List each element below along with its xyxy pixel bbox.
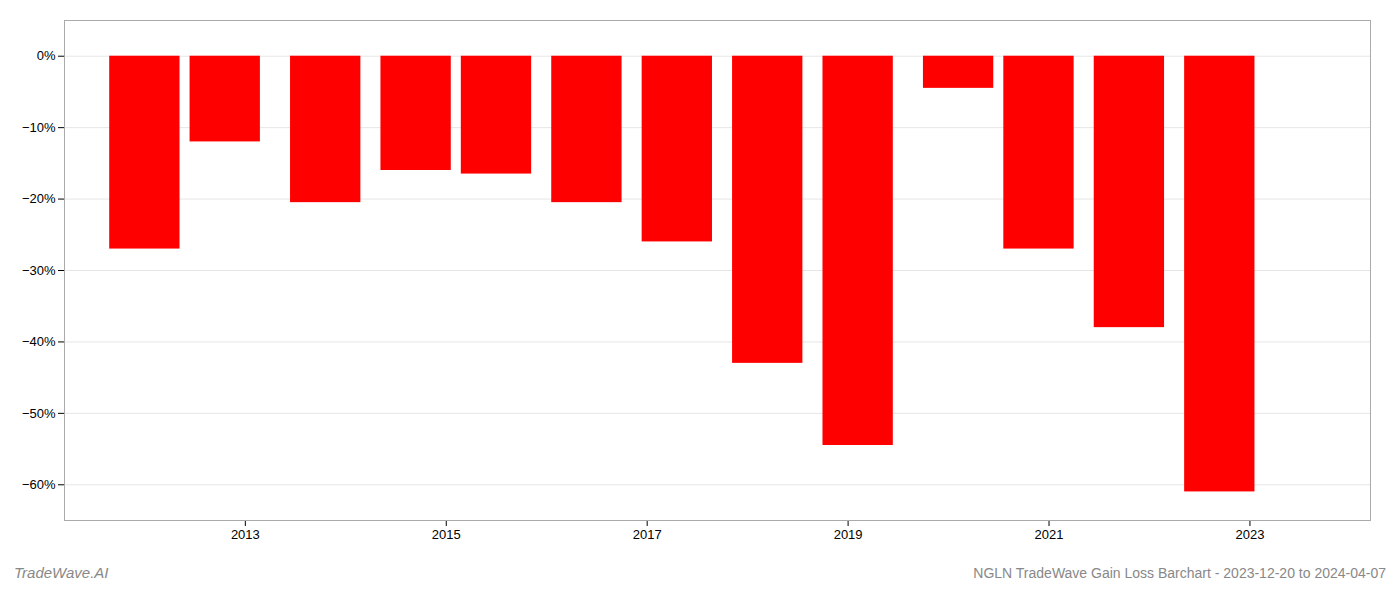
svg-text:−60%: −60% xyxy=(22,477,56,492)
svg-text:0%: 0% xyxy=(37,48,56,63)
svg-text:2023: 2023 xyxy=(1235,527,1264,542)
svg-text:2021: 2021 xyxy=(1035,527,1064,542)
svg-text:2019: 2019 xyxy=(834,527,863,542)
html-text:TradeWave.AI: TradeWave.AI xyxy=(14,564,109,581)
svg-text:−20%: −20% xyxy=(22,191,56,206)
svg-text:−50%: −50% xyxy=(22,406,56,421)
svg-text:2015: 2015 xyxy=(432,527,461,542)
svg-text:2017: 2017 xyxy=(633,527,662,542)
svg-text:−30%: −30% xyxy=(22,263,56,278)
html-text:NGLN TradeWave Gain Loss Barch: NGLN TradeWave Gain Loss Barchart - 2023… xyxy=(973,565,1386,581)
svg-text:−10%: −10% xyxy=(22,120,56,135)
svg-text:2013: 2013 xyxy=(231,527,260,542)
svg-text:−40%: −40% xyxy=(22,334,56,349)
